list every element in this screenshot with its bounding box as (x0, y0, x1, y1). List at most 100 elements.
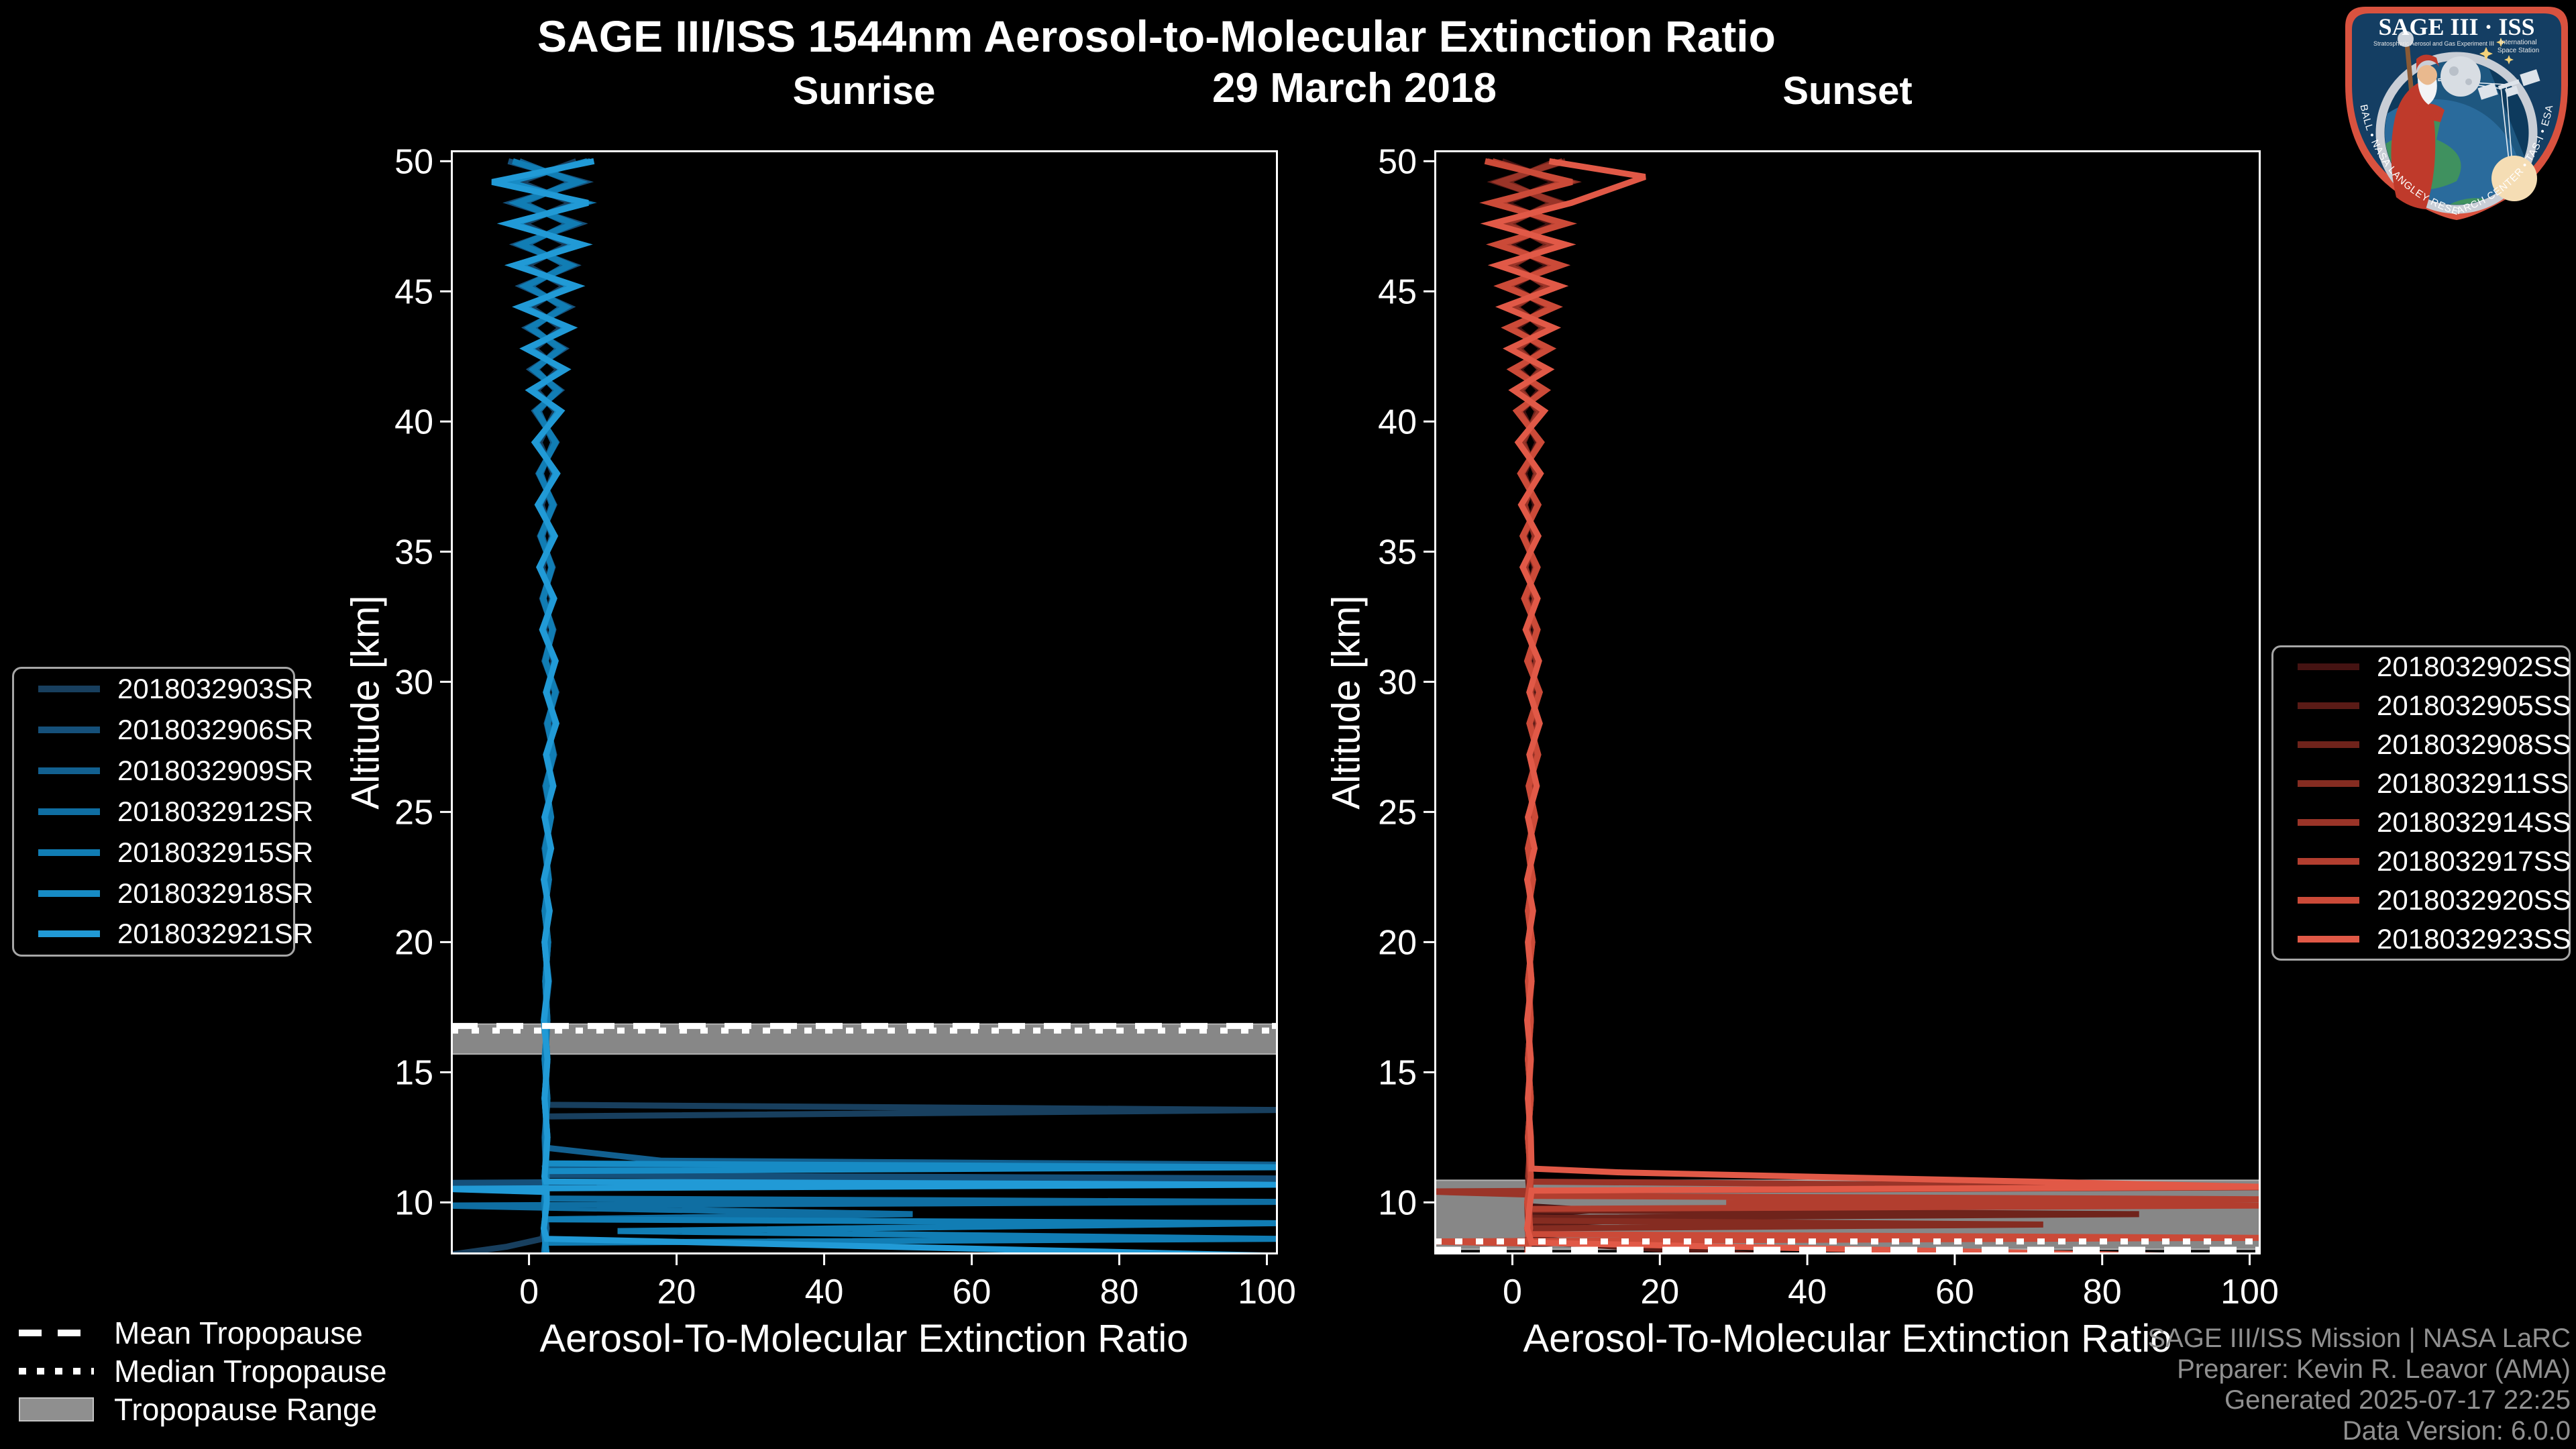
legend-item: 2018032911SS (2273, 767, 2569, 800)
y-tick-label: 25 (394, 794, 433, 833)
page-title: SAGE III/ISS 1544nm Aerosol-to-Molecular… (537, 11, 1776, 61)
iss (2477, 69, 2540, 100)
profile-line-2018032923SS (1480, 158, 2261, 1254)
mean-tropopause-legend-item: Mean Tropopause (19, 1313, 387, 1352)
x-tick-label: 0 (1503, 1273, 1522, 1311)
legend-event-label: 2018032915SR (117, 836, 313, 868)
legend-item: 2018032906SR (14, 714, 313, 746)
legend-item: 2018032915SR (14, 837, 313, 869)
sun (2491, 156, 2537, 201)
profile-line-2018032917SS (1487, 158, 2261, 1254)
x-tick-label: 40 (805, 1273, 844, 1311)
legend-event-label: 2018032914SS (2377, 806, 2571, 838)
y-tick-label: 20 (394, 924, 433, 963)
legend-item: 2018032908SS (2273, 729, 2571, 761)
tropopause-range-legend-item: Tropopause Range (19, 1390, 387, 1428)
x-tick-label: 100 (1238, 1273, 1296, 1311)
x-tick-label: 100 (2220, 1273, 2279, 1311)
moon-crater (2449, 66, 2459, 76)
sunrise-plot: 0 20 40 60 80 100 10 15 20 25 30 35 40 45 50 (394, 142, 1296, 1311)
y-tick-label: 40 (1378, 403, 1417, 442)
date-subtitle: 29 March 2018 (1212, 65, 1497, 111)
legend-line-swatch (38, 890, 100, 897)
sunset-panel-title: Sunset (1782, 69, 1913, 113)
sunrise-y-axis-label: Altitude [km] (343, 595, 388, 810)
legend-line-swatch (2298, 858, 2359, 865)
moon (2440, 56, 2481, 97)
sunrise-legend: 2018032903SR 2018032906SR 2018032909SR 2018… (12, 667, 313, 957)
moon-crater (2465, 78, 2472, 85)
legend-line-swatch (2298, 663, 2359, 670)
patch-subtitle-right-1: International (2500, 39, 2536, 46)
legend-item: 2018032918SR (14, 877, 313, 910)
legend-line-swatch (38, 767, 100, 775)
legend-event-label: 2018032917SS (2377, 845, 2571, 877)
stars (2479, 38, 2514, 64)
y-tick-label: 40 (394, 403, 433, 442)
legend-line-swatch (2298, 897, 2359, 904)
y-tick-label: 45 (1378, 273, 1417, 312)
y-tick-label: 20 (1378, 924, 1417, 963)
legend-line-swatch (2298, 780, 2359, 787)
y-tick-label: 30 (1378, 663, 1417, 702)
y-tick-label: 35 (394, 533, 433, 572)
legend-item: 2018032903SR (14, 673, 313, 705)
y-tick-label: 30 (394, 663, 433, 702)
y-tick-label: 15 (394, 1054, 433, 1093)
legend-line-swatch (38, 930, 100, 938)
footer-mission-line: SAGE III/ISS Mission | NASA LaRC (2147, 1324, 2571, 1353)
y-tick-label: 50 (1378, 142, 1417, 181)
median-tropopause-legend-item: Median Tropopause (19, 1352, 387, 1390)
profile-line-2018032918SR (496, 158, 1278, 1254)
footer-generated-line: Generated 2025-07-17 22:25 (2224, 1385, 2571, 1415)
legend-event-label: 2018032918SR (117, 877, 313, 909)
legend-item: 2018032905SS (2273, 690, 2571, 722)
gray-band-icon (19, 1397, 94, 1421)
x-tick-label: 20 (657, 1273, 696, 1311)
profile-line-2018032920SS (1434, 158, 2261, 1254)
y-tick-label: 10 (394, 1184, 433, 1223)
legend-item: 2018032909SR (14, 755, 313, 787)
footer-credits: SAGE III/ISS Mission | NASA LaRC Prepare… (2147, 1323, 2571, 1446)
legend-line-swatch (2298, 741, 2359, 748)
legend-item: 2018032923SS (2273, 923, 2571, 955)
legend-line-swatch (2298, 702, 2359, 709)
footer-preparer-line: Preparer: Kevin R. Leavor (AMA) (2177, 1354, 2571, 1384)
footer-version-line: Data Version: 6.0.0 (2342, 1416, 2571, 1446)
legend-event-label: 2018032911SS (2377, 767, 2569, 799)
father-time-figure (2391, 31, 2445, 209)
median-tropopause-label: Median Tropopause (114, 1353, 387, 1389)
sunset-legend: 2018032902SS 2018032905SS 2018032908SS 2018… (2271, 645, 2571, 961)
legend-item: 2018032912SR (14, 796, 313, 828)
legend-event-label: 2018032912SR (117, 795, 313, 827)
profile-line-2018032921SR (451, 158, 1278, 1254)
x-tick-label: 20 (1640, 1273, 1679, 1311)
legend-event-label: 2018032923SS (2377, 923, 2571, 955)
sunset-x-axis-label: Aerosol-To-Molecular Extinction Ratio (1523, 1317, 2172, 1360)
legend-item: 2018032914SS (2273, 806, 2571, 839)
legend-event-label: 2018032909SR (117, 755, 313, 787)
legend-line-swatch (2298, 936, 2359, 943)
patch-subtitle-right-2: Space Station (2498, 47, 2539, 54)
x-tick-label: 80 (2083, 1273, 2122, 1311)
sunset-plot: 0 20 40 60 80 100 10 15 20 25 30 35 40 45 50 (1378, 142, 2279, 1311)
dashed-line-icon (19, 1329, 94, 1336)
axes-frame (1434, 150, 2261, 1254)
mission-patch-logo: SAGE III · ISS Stratospheric Aerosol and… (2345, 7, 2568, 220)
sunrise-panel-title: Sunrise (792, 69, 936, 113)
patch-title: SAGE III · ISS (2378, 13, 2534, 40)
x-tick-label: 0 (519, 1273, 539, 1311)
legend-item: 2018032920SS (2273, 884, 2571, 916)
tropopause-range-label: Tropopause Range (114, 1391, 378, 1427)
legend-line-swatch (2298, 819, 2359, 826)
legend-event-label: 2018032921SR (117, 918, 313, 950)
y-tick-label: 10 (1378, 1184, 1417, 1223)
y-tick-label: 50 (394, 142, 433, 181)
legend-item: 2018032902SS (2273, 651, 2571, 683)
legend-line-swatch (38, 727, 100, 734)
x-tick-label: 80 (1100, 1273, 1139, 1311)
tropopause-legend: Mean Tropopause Median Tropopause Tropop… (19, 1313, 387, 1428)
dotted-line-icon (19, 1367, 94, 1375)
x-tick-label: 60 (1935, 1273, 1974, 1311)
mean-tropopause-label: Mean Tropopause (114, 1315, 363, 1350)
